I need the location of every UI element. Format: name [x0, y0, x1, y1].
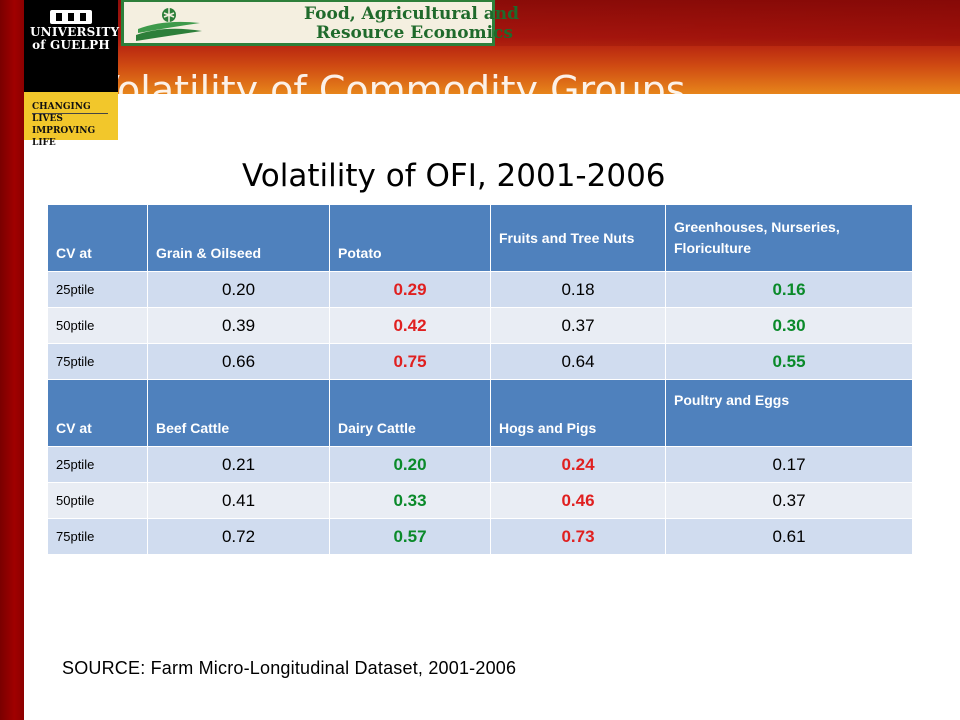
table-cell: 0.46	[490, 482, 666, 519]
row-label: 50ptile	[47, 482, 148, 519]
row-label: 25ptile	[47, 271, 148, 308]
tagline-line-2: IMPROVING LIFE	[32, 126, 96, 148]
table-cell: 0.64	[490, 343, 666, 380]
table-cell: 0.66	[147, 343, 330, 380]
column-header: Fruits and Tree Nuts	[490, 204, 666, 272]
table-cell: 0.61	[665, 518, 913, 555]
table-cell: 0.20	[147, 271, 330, 308]
table-cell: 0.33	[329, 482, 491, 519]
column-header: Beef Cattle	[147, 379, 330, 447]
wheat-leaf-icon	[136, 8, 202, 41]
department-name-line-2: Resource Economics	[316, 23, 513, 43]
row-label: 25ptile	[47, 446, 148, 483]
university-logo: UNIVERSITY of GUELPH CHANGING LIVES IMPR…	[24, 0, 120, 148]
table-cell: 0.75	[329, 343, 491, 380]
tagline-line-1: CHANGING LIVES	[32, 102, 91, 124]
university-name: UNIVERSITY of GUELPH	[30, 25, 120, 52]
left-accent-bar	[0, 0, 24, 720]
table-cell: 0.16	[665, 271, 913, 308]
table-cell: 0.41	[147, 482, 330, 519]
table-cell: 0.42	[329, 307, 491, 344]
table-cell: 0.29	[329, 271, 491, 308]
table-row: 75ptile 0.72 0.57 0.73 0.61	[47, 518, 913, 555]
table-header-row: CV at Beef Cattle Dairy Cattle Hogs and …	[47, 379, 913, 447]
table-cell: 0.37	[490, 307, 666, 344]
tagline-divider	[32, 113, 108, 114]
table-row: 25ptile 0.21 0.20 0.24 0.17	[47, 446, 913, 483]
department-logo: Food, Agricultural and Resource Economic…	[121, 0, 519, 46]
column-header: Dairy Cattle	[329, 379, 491, 447]
table-cell: 0.57	[329, 518, 491, 555]
source-note: SOURCE: Farm Micro-Longitudinal Dataset,…	[62, 658, 517, 678]
table-cell: 0.20	[329, 446, 491, 483]
column-header: Potato	[329, 204, 491, 272]
table-cell: 0.24	[490, 446, 666, 483]
column-header: CV at	[47, 204, 148, 272]
column-header: Hogs and Pigs	[490, 379, 666, 447]
row-label: 75ptile	[47, 343, 148, 380]
table-cell: 0.21	[147, 446, 330, 483]
column-header: Greenhouses, Nurseries, Floriculture	[665, 204, 913, 272]
table-cell: 0.18	[490, 271, 666, 308]
volatility-table: CV at Grain & Oilseed Potato Fruits and …	[47, 204, 913, 555]
column-header: Grain & Oilseed	[147, 204, 330, 272]
crest-icon	[50, 10, 92, 24]
table-cell: 0.55	[665, 343, 913, 380]
table-cell: 0.30	[665, 307, 913, 344]
table-header-row: CV at Grain & Oilseed Potato Fruits and …	[47, 204, 913, 272]
row-label: 75ptile	[47, 518, 148, 555]
table-title: Volatility of OFI, 2001-2006	[242, 158, 666, 194]
column-header: CV at	[47, 379, 148, 447]
table-row: 50ptile 0.39 0.42 0.37 0.30	[47, 307, 913, 344]
table-cell: 0.17	[665, 446, 913, 483]
table-cell: 0.37	[665, 482, 913, 519]
row-label: 50ptile	[47, 307, 148, 344]
university-tagline: CHANGING LIVES IMPROVING LIFE	[24, 92, 118, 148]
table-cell: 0.73	[490, 518, 666, 555]
table-row: 50ptile 0.41 0.33 0.46 0.37	[47, 482, 913, 519]
table-row: 75ptile 0.66 0.75 0.64 0.55	[47, 343, 913, 380]
table-cell: 0.72	[147, 518, 330, 555]
column-header: Poultry and Eggs	[665, 379, 913, 447]
department-name-line-1: Food, Agricultural and	[304, 4, 520, 24]
table-cell: 0.39	[147, 307, 330, 344]
table-row: 25ptile 0.20 0.29 0.18 0.16	[47, 271, 913, 308]
